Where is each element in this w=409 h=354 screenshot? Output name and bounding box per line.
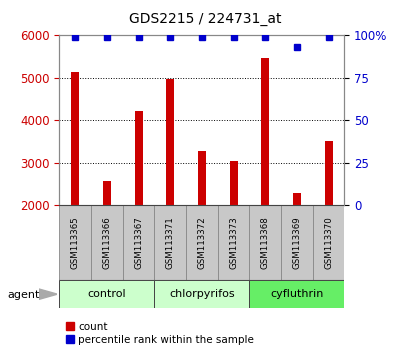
Text: agent: agent bbox=[7, 290, 40, 300]
Bar bbox=[186, 205, 217, 280]
Bar bbox=[166, 79, 174, 290]
Bar bbox=[217, 205, 249, 280]
Bar bbox=[122, 205, 154, 280]
Bar bbox=[324, 141, 332, 290]
Bar bbox=[91, 205, 122, 280]
Bar bbox=[134, 111, 142, 290]
Legend: count, percentile rank within the sample: count, percentile rank within the sample bbox=[63, 317, 258, 349]
Bar bbox=[312, 205, 344, 280]
Bar bbox=[154, 205, 186, 280]
Text: control: control bbox=[88, 289, 126, 299]
Bar bbox=[154, 280, 249, 308]
Bar bbox=[281, 205, 312, 280]
Bar bbox=[71, 72, 79, 290]
Bar bbox=[198, 152, 205, 290]
Bar bbox=[249, 205, 281, 280]
Text: GDS2215 / 224731_at: GDS2215 / 224731_at bbox=[128, 12, 281, 27]
Text: GSM113372: GSM113372 bbox=[197, 216, 206, 269]
Text: chlorpyrifos: chlorpyrifos bbox=[169, 289, 234, 299]
Text: GSM113368: GSM113368 bbox=[260, 216, 269, 269]
Text: GSM113369: GSM113369 bbox=[292, 216, 301, 269]
Bar bbox=[249, 280, 344, 308]
Text: GSM113365: GSM113365 bbox=[71, 216, 80, 269]
Text: GSM113366: GSM113366 bbox=[102, 216, 111, 269]
Bar bbox=[292, 193, 300, 290]
Text: GSM113370: GSM113370 bbox=[323, 216, 332, 269]
Bar bbox=[229, 161, 237, 290]
Bar bbox=[261, 58, 269, 290]
Bar bbox=[59, 280, 154, 308]
Text: GSM113373: GSM113373 bbox=[229, 216, 238, 269]
Bar bbox=[59, 205, 91, 280]
Bar bbox=[103, 181, 110, 290]
Text: GSM113367: GSM113367 bbox=[134, 216, 143, 269]
Polygon shape bbox=[39, 289, 57, 299]
Text: GSM113371: GSM113371 bbox=[165, 216, 174, 269]
Text: cyfluthrin: cyfluthrin bbox=[270, 289, 323, 299]
